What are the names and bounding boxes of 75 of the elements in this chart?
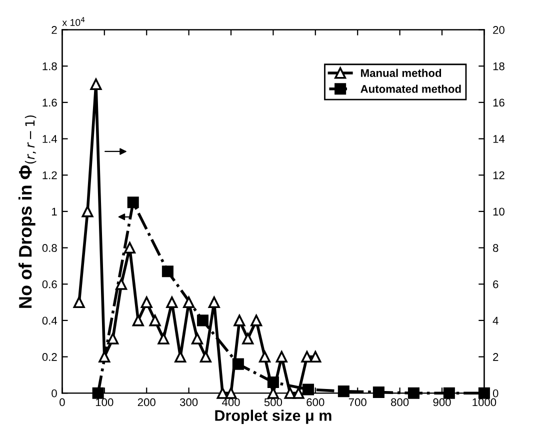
x-tick-label: 300: [180, 398, 198, 406]
point: [208, 296, 220, 308]
point: [250, 314, 262, 326]
point: [443, 387, 455, 399]
point: [338, 386, 350, 398]
point: [92, 387, 104, 399]
x-tick-label: 1000: [472, 398, 496, 406]
x-tick-label: 0: [60, 398, 65, 406]
point: [284, 387, 296, 399]
y-tick-label: 0: [52, 389, 57, 398]
point: [132, 314, 144, 326]
point: [149, 314, 161, 326]
point: [166, 296, 178, 308]
y2-tick-label: 16: [493, 98, 504, 107]
y2-tick-label: 0: [492, 389, 498, 398]
y-tick-label: 1: [52, 208, 57, 216]
y-tick-label: 1.6: [42, 98, 57, 107]
text: x 10$^{4}$: [62, 17, 85, 26]
y-tick-label: 0.2: [42, 353, 57, 361]
legend-label: Automated method: [360, 84, 461, 93]
y2-tick-label: 4: [492, 316, 498, 324]
point: [98, 351, 110, 363]
point: [107, 332, 119, 344]
x-tick-label: 100: [96, 398, 114, 406]
y2-tick-label: 14: [493, 135, 505, 143]
point: [116, 278, 128, 290]
point: [310, 351, 322, 363]
y2-tick-label: 10: [493, 208, 504, 216]
point: [191, 332, 204, 344]
y2-tick-label: 18: [493, 62, 504, 70]
point: [90, 78, 102, 90]
point: [372, 386, 384, 398]
x-tick-label: 800: [391, 398, 409, 406]
legend-label: Manual method: [361, 68, 442, 77]
point: [73, 296, 85, 308]
point: [216, 387, 228, 399]
y-tick-label: 1.8: [42, 62, 57, 70]
y-tick-label: 1.2: [42, 171, 57, 180]
y-tick-label: 1.4: [42, 135, 58, 143]
point: [276, 351, 288, 363]
point: [242, 332, 254, 344]
y-tick-label: 0.8: [42, 244, 57, 252]
point: [183, 296, 195, 308]
point: [140, 296, 152, 308]
x-tick-label: 500: [264, 398, 282, 406]
point: [158, 332, 170, 344]
x-tick-label: 700: [348, 398, 366, 406]
point: [82, 206, 94, 218]
point: [196, 314, 208, 326]
point: [408, 387, 420, 399]
y2-tick-label: 2: [493, 353, 498, 361]
y2-tick-label: 20: [493, 26, 504, 34]
point: [259, 351, 271, 363]
y-tick-label: 0.4: [42, 316, 58, 325]
x-tick-label: 900: [433, 398, 451, 406]
point: [478, 387, 490, 399]
point: [200, 351, 212, 363]
x-tick-label: 200: [138, 398, 156, 406]
point: [225, 387, 237, 399]
point: [292, 387, 304, 399]
x-axis-title: Droplet size μ m: [215, 410, 332, 424]
x-tick-label: 600: [306, 398, 324, 406]
y2-tick-label: 6: [493, 280, 498, 288]
point: [301, 351, 313, 363]
y-tick-label: 0.6: [42, 280, 57, 288]
x-tick-label: 400: [222, 398, 240, 406]
point: [234, 314, 246, 326]
y2-tick-label: 8: [493, 244, 498, 252]
y-axis-title: No of Drops in Φ$_{(r,r−1)}$: [18, 115, 36, 308]
y-tick-label: 2: [52, 26, 57, 34]
y2-tick-label: 12: [493, 171, 504, 180]
point: [124, 242, 136, 254]
point: [162, 266, 174, 278]
point: [302, 384, 314, 396]
point: [127, 196, 139, 208]
